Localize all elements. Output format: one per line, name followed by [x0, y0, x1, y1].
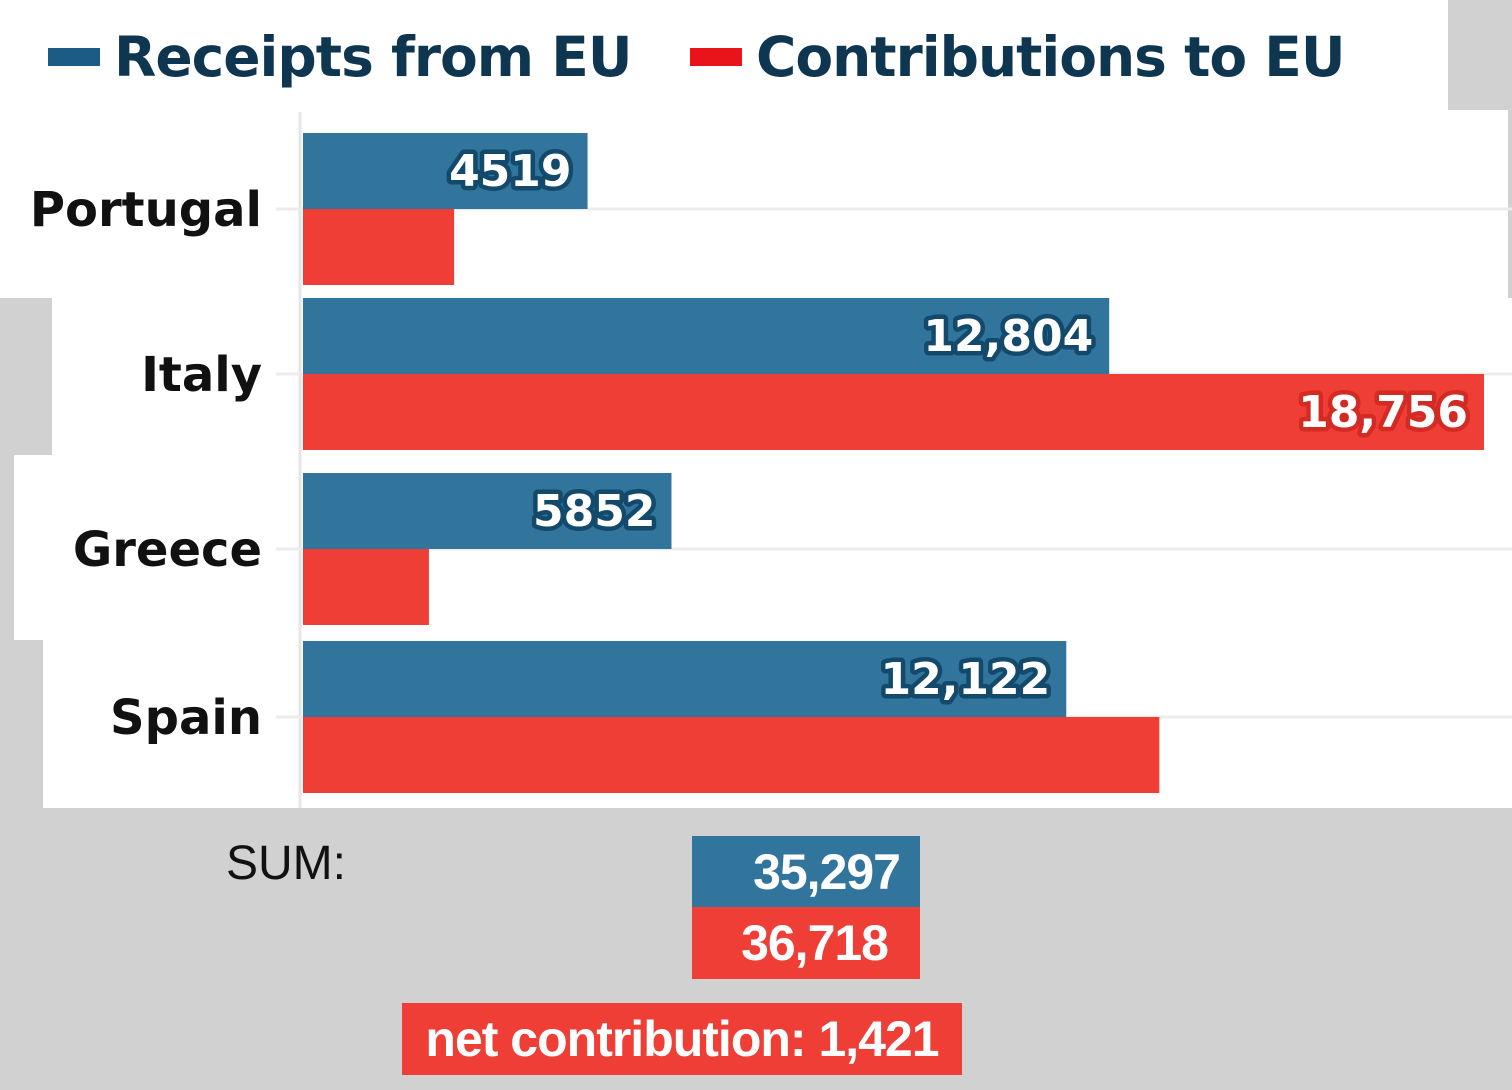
legend-item-receipts: Receipts from EU — [48, 22, 632, 92]
legend-label-receipts: Receipts from EU — [114, 25, 632, 89]
chart-legend: Receipts from EU Contributions to EU — [0, 0, 1448, 110]
category-label-spain: Spain — [110, 690, 262, 746]
legend-swatch-receipts — [48, 48, 100, 66]
bar-value-receipts-portugal: 4519 — [449, 146, 571, 197]
bar-receipts-italy — [303, 298, 1110, 374]
legend-item-contributions: Contributions to EU — [690, 22, 1346, 92]
bar-value-contributions-italy: 18,756 — [1298, 387, 1468, 438]
bar-value-receipts-italy: 12,804 — [923, 311, 1093, 362]
category-label-portugal: Portugal — [30, 182, 262, 238]
category-label-italy: Italy — [141, 347, 262, 403]
bar-contributions-italy — [303, 374, 1484, 450]
bar-receipts-portugal — [303, 133, 588, 209]
bar-contributions-greece — [303, 549, 429, 625]
chart-panel-top — [0, 110, 1508, 298]
bar-contributions-portugal — [303, 209, 455, 285]
bar-receipts-greece — [303, 473, 672, 549]
sum-label: SUM: — [226, 837, 346, 890]
contributions-sum-box: 36,718 — [692, 907, 920, 979]
bar-value-receipts-greece: 5852 — [533, 486, 655, 537]
bar-value-receipts-spain: 12,122 — [880, 654, 1050, 705]
bar-contributions-spain — [303, 717, 1160, 793]
bar-chart: Portugal 4519 Italy 12,804 18,756 Greece 5852 S… — [30, 112, 1512, 808]
net-contribution-box: net contribution: 1,421 — [402, 1003, 962, 1075]
legend-swatch-contributions — [690, 48, 742, 66]
legend-label-contributions: Contributions to EU — [756, 25, 1346, 89]
receipts-sum-box: 35,297 — [692, 836, 920, 908]
bar-receipts-spain — [303, 641, 1067, 717]
category-label-greece: Greece — [73, 522, 262, 578]
